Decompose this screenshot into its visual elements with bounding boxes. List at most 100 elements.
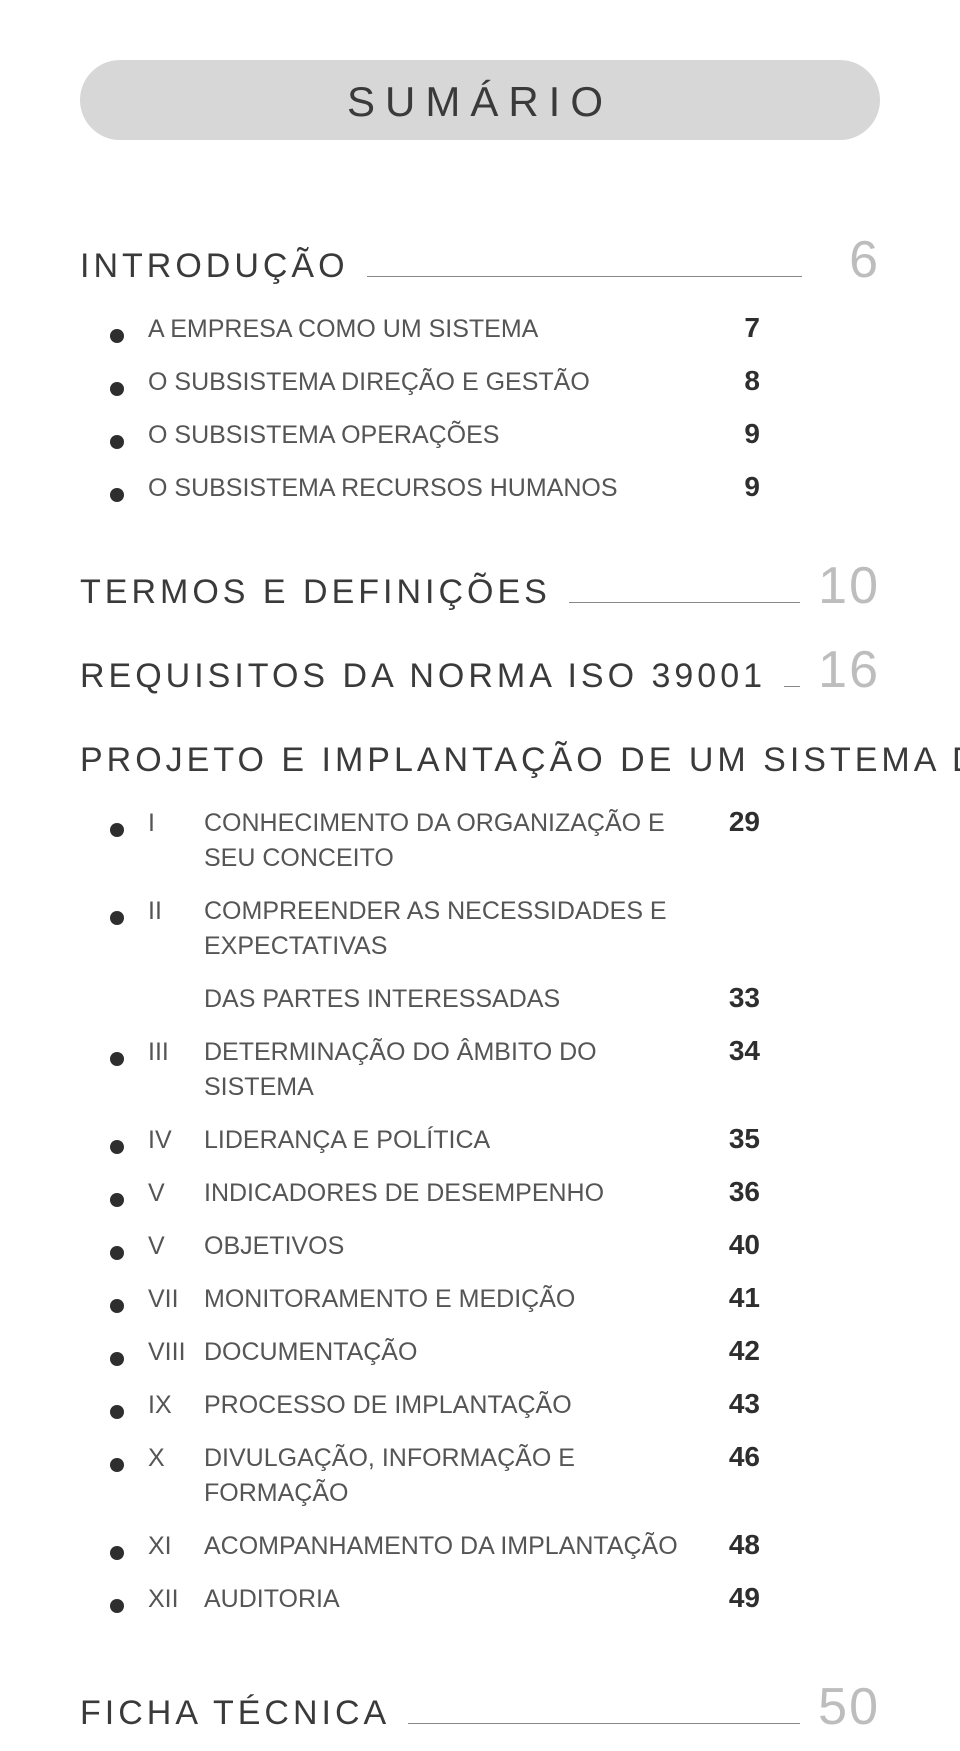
toc-item-label: A EMPRESA COMO UM SISTEMA — [148, 312, 712, 347]
bullet-icon — [110, 1405, 124, 1419]
bullet-icon — [110, 382, 124, 396]
bullet-icon — [110, 1193, 124, 1207]
toc-item-roman: XI — [148, 1532, 204, 1561]
bullet-icon — [110, 1299, 124, 1313]
toc-item-label: INDICADORES DE DESEMPENHO — [204, 1176, 712, 1211]
toc-item-label: DETERMINAÇÃO DO ÂMBITO DO SISTEMA — [204, 1035, 712, 1105]
bullet-icon — [110, 1140, 124, 1154]
bullet-icon — [110, 1352, 124, 1366]
bullet-icon — [110, 911, 124, 925]
toc-item: O SUBSISTEMA RECURSOS HUMANOS 9 — [110, 471, 760, 506]
toc-item-page: 34 — [712, 1035, 760, 1067]
bullet-icon — [110, 1458, 124, 1472]
toc-item-label: PROCESSO DE IMPLANTAÇÃO — [204, 1388, 712, 1423]
toc-item: VII MONITORAMENTO E MEDIÇÃO 41 — [110, 1282, 760, 1317]
toc-item-page: 9 — [712, 418, 760, 450]
toc-item-page: 29 — [712, 806, 760, 838]
toc-item: I CONHECIMENTO DA ORGANIZAÇÃO E SEU CONC… — [110, 806, 760, 876]
section-row: PROJETO E IMPLANTAÇÃO DE UM SISTEMA DE S… — [80, 724, 880, 784]
toc-item: A EMPRESA COMO UM SISTEMA 7 — [110, 312, 760, 347]
toc-item-continuation: DAS PARTES INTERESSADAS 33 — [110, 982, 760, 1017]
section-leader-line — [408, 1723, 800, 1724]
toc-item-roman: V — [148, 1232, 204, 1261]
section-title: TERMOS E DEFINIÇÕES — [80, 573, 551, 612]
toc-item: II COMPREENDER AS NECESSIDADES E EXPECTA… — [110, 894, 760, 964]
toc-item: III DETERMINAÇÃO DO ÂMBITO DO SISTEMA 34 — [110, 1035, 760, 1105]
bullet-icon — [110, 329, 124, 343]
section-row: REQUISITOS DA NORMA ISO 39001 16 — [80, 640, 880, 700]
toc-item-page: 7 — [712, 312, 760, 344]
section-title: PROJETO E IMPLANTAÇÃO DE UM SISTEMA DE S… — [80, 741, 960, 780]
section-title: FICHA TÉCNICA — [80, 1694, 390, 1733]
section-title: REQUISITOS DA NORMA ISO 39001 — [80, 657, 766, 696]
section-row: INTRODUÇÃO 6 — [80, 230, 880, 290]
toc-item-page: 9 — [712, 471, 760, 503]
bullet-icon — [110, 823, 124, 837]
toc-item-roman: IV — [148, 1126, 204, 1155]
toc-item: V INDICADORES DE DESEMPENHO 36 — [110, 1176, 760, 1211]
toc-item-label: OBJETIVOS — [204, 1229, 712, 1264]
toc-item-page: 41 — [712, 1282, 760, 1314]
toc-item: VIII DOCUMENTAÇÃO 42 — [110, 1335, 760, 1370]
toc-item-page: 40 — [712, 1229, 760, 1261]
section-page-number: 10 — [818, 556, 880, 616]
bullet-icon — [110, 1052, 124, 1066]
toc-item-roman: VII — [148, 1285, 204, 1314]
bullet-icon — [110, 488, 124, 502]
bullet-icon — [110, 1246, 124, 1260]
toc-item-page: 42 — [712, 1335, 760, 1367]
section-leader-line — [367, 276, 802, 277]
toc-item: XII AUDITORIA 49 — [110, 1582, 760, 1617]
toc-item-roman: IX — [148, 1391, 204, 1420]
sub-list: I CONHECIMENTO DA ORGANIZAÇÃO E SEU CONC… — [80, 806, 880, 1617]
section-title: INTRODUÇÃO — [80, 247, 349, 286]
toc-item: O SUBSISTEMA DIREÇÃO E GESTÃO 8 — [110, 365, 760, 400]
toc-item-label: MONITORAMENTO E MEDIÇÃO — [204, 1282, 712, 1317]
toc-page: SUMÁRIO INTRODUÇÃO 6 A EMPRESA COMO UM S… — [0, 0, 960, 1737]
sub-list: A EMPRESA COMO UM SISTEMA 7 O SUBSISTEMA… — [80, 312, 880, 506]
section-row: FICHA TÉCNICA 50 — [80, 1677, 880, 1737]
toc-item-roman: XII — [148, 1585, 204, 1614]
toc-item-roman: V — [148, 1179, 204, 1208]
toc-item: O SUBSISTEMA OPERAÇÕES 9 — [110, 418, 760, 453]
toc-item-page: 35 — [712, 1123, 760, 1155]
title-bar: SUMÁRIO — [80, 60, 880, 140]
bullet-icon — [110, 1599, 124, 1613]
toc-item-label: O SUBSISTEMA OPERAÇÕES — [148, 418, 712, 453]
toc-item-label: O SUBSISTEMA RECURSOS HUMANOS — [148, 471, 712, 506]
toc-item-page: 48 — [712, 1529, 760, 1561]
toc-item: IV LIDERANÇA E POLÍTICA 35 — [110, 1123, 760, 1158]
toc-item-label: LIDERANÇA E POLÍTICA — [204, 1123, 712, 1158]
toc-item: X DIVULGAÇÃO, INFORMAÇÃO E FORMAÇÃO 46 — [110, 1441, 760, 1511]
toc-item-page: 49 — [712, 1582, 760, 1614]
toc-item-roman: III — [148, 1038, 204, 1067]
section-leader-line — [569, 602, 800, 603]
toc-item-label: DIVULGAÇÃO, INFORMAÇÃO E FORMAÇÃO — [204, 1441, 712, 1511]
toc-item-page: 36 — [712, 1176, 760, 1208]
toc-item-roman: II — [148, 897, 204, 926]
bullet-icon — [110, 435, 124, 449]
toc-item-page: 8 — [712, 365, 760, 397]
toc-item-label: O SUBSISTEMA DIREÇÃO E GESTÃO — [148, 365, 712, 400]
section-leader-line — [784, 686, 800, 687]
bullet-icon — [110, 1546, 124, 1560]
section-page-number: 16 — [818, 640, 880, 700]
toc-item-label: CONHECIMENTO DA ORGANIZAÇÃO E SEU CONCEI… — [204, 806, 712, 876]
page-title: SUMÁRIO — [80, 78, 880, 126]
section-row: TERMOS E DEFINIÇÕES 10 — [80, 556, 880, 616]
toc-item-label: ACOMPANHAMENTO DA IMPLANTAÇÃO — [204, 1529, 712, 1564]
section-page-number: 50 — [818, 1677, 880, 1737]
toc-item-page: 43 — [712, 1388, 760, 1420]
toc-item-page: 46 — [712, 1441, 760, 1473]
toc-item: IX PROCESSO DE IMPLANTAÇÃO 43 — [110, 1388, 760, 1423]
toc-item: V OBJETIVOS 40 — [110, 1229, 760, 1264]
toc-item-roman: I — [148, 809, 204, 838]
toc-item-roman: X — [148, 1444, 204, 1473]
toc-item-page: 33 — [712, 982, 760, 1014]
section-page-number: 6 — [820, 230, 880, 290]
toc-item-label: COMPREENDER AS NECESSIDADES E EXPECTATIV… — [204, 894, 712, 964]
toc-item-label: AUDITORIA — [204, 1582, 712, 1617]
toc-item: XI ACOMPANHAMENTO DA IMPLANTAÇÃO 48 — [110, 1529, 760, 1564]
toc-item-roman: VIII — [148, 1338, 204, 1367]
toc-item-label: DOCUMENTAÇÃO — [204, 1335, 712, 1370]
